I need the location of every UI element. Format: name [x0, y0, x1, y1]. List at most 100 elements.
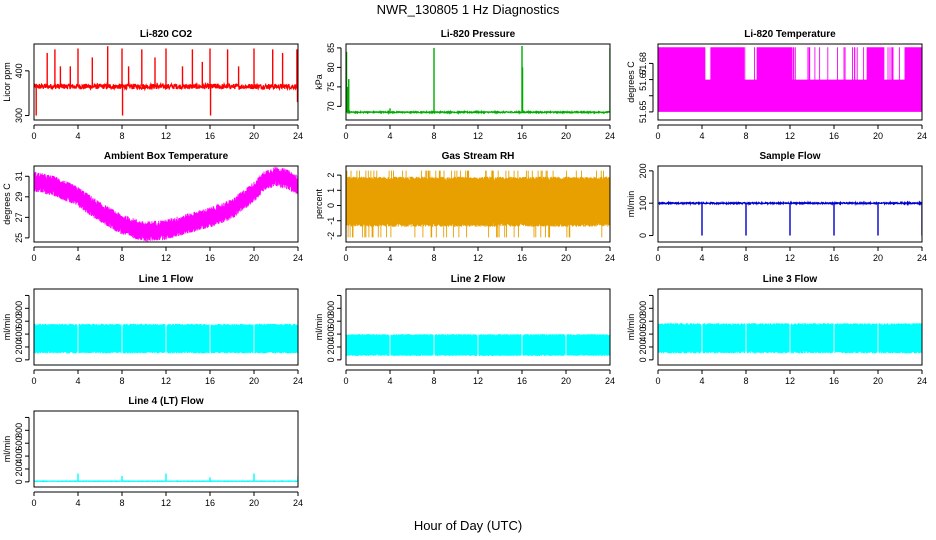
- y-tick-label: 80: [326, 62, 336, 72]
- y-tick-label: 31: [14, 171, 24, 181]
- y-axis-label: ml/min: [314, 314, 324, 341]
- y-tick-label: 70: [326, 101, 336, 111]
- x-tick-label: 16: [205, 253, 215, 263]
- y-tick-label: 200: [14, 339, 24, 354]
- x-tick-label: 24: [605, 376, 615, 386]
- y-tick-label: 400: [14, 327, 24, 342]
- x-tick-label: 20: [249, 498, 259, 508]
- plot-frame: [657, 43, 923, 121]
- x-tick-label: 4: [75, 498, 80, 508]
- x-tick-label: 20: [249, 253, 259, 263]
- x-tick-label: 4: [75, 131, 80, 141]
- y-tick-label: 600: [326, 314, 336, 329]
- x-tick-label: 24: [293, 253, 303, 263]
- x-tick-label: 8: [743, 131, 748, 141]
- series-marks: [346, 334, 610, 356]
- x-tick-label: 24: [917, 253, 927, 263]
- chart-panel-line-4-lt-flow: Line 4 (LT) Flow ml/min 0 4 8 12 16 20 24 0 200400…: [2, 396, 303, 508]
- y-tick-label: 51.65: [638, 101, 648, 124]
- x-tick-label: 12: [161, 131, 171, 141]
- x-tick-label: 8: [431, 253, 436, 263]
- chart-title: Li-820 CO2: [140, 29, 193, 40]
- y-tick-label: 0: [14, 479, 24, 484]
- y-tick-label: 0: [14, 357, 24, 362]
- y-tick-label: 2: [326, 173, 336, 178]
- series-line: [346, 109, 610, 115]
- x-tick-label: 16: [829, 376, 839, 386]
- x-tick-label: 4: [387, 131, 392, 141]
- series-band: [34, 323, 298, 354]
- x-tick-label: 16: [829, 253, 839, 263]
- y-tick-label: 800: [638, 301, 648, 316]
- y-tick-label: -2: [326, 232, 336, 240]
- x-tick-label: 4: [699, 131, 704, 141]
- x-tick-label: 20: [249, 376, 259, 386]
- x-tick-label: 24: [605, 253, 615, 263]
- series-marks: [658, 47, 922, 112]
- plot-frame: [33, 288, 299, 366]
- chart-panel-li820-co2: Li-820 CO2 Licor ppm 0 4 8 12 16 20 24 300 400: [2, 29, 303, 141]
- y-tick-label: 600: [14, 436, 24, 451]
- y-tick-label: 0: [326, 357, 336, 362]
- y-tick-label: 800: [326, 301, 336, 316]
- chart-panel-line-1-flow: Line 1 Flow ml/min 0 4 8 12 16 20 24 0 20040060080…: [2, 274, 303, 386]
- x-tick-label: 16: [517, 376, 527, 386]
- series-marks: [658, 323, 922, 354]
- plot-frame: [33, 410, 299, 488]
- x-tick-label: 0: [343, 131, 348, 141]
- x-tick-label: 8: [743, 253, 748, 263]
- x-tick-label: 8: [119, 131, 124, 141]
- plot-frame: [657, 288, 923, 366]
- x-tick-label: 4: [75, 376, 80, 386]
- x-tick-label: 12: [785, 131, 795, 141]
- chart-panel-ambient-box-temperature: Ambient Box Temperature degrees C 0 4 8 12 16 2…: [2, 151, 303, 263]
- y-tick-label: 1: [326, 188, 336, 193]
- x-tick-label: 0: [31, 376, 36, 386]
- x-tick-label: 0: [31, 498, 36, 508]
- y-tick-label: 200: [14, 461, 24, 476]
- x-tick-label: 4: [699, 376, 704, 386]
- y-tick-label: 200: [638, 163, 648, 178]
- y-tick-label: 0: [638, 233, 648, 238]
- x-tick-label: 20: [561, 376, 571, 386]
- series-band: [346, 334, 610, 356]
- y-axis-label: Licor ppm: [2, 62, 12, 102]
- chart-title: Li-820 Temperature: [744, 29, 836, 40]
- x-tick-label: 20: [873, 253, 883, 263]
- x-tick-label: 20: [561, 131, 571, 141]
- chart-panel-li820-temperature: Li-820 Temperature degrees C 0 4 8 12 16 20 24 51…: [626, 29, 927, 141]
- series-marks: [346, 170, 610, 238]
- y-axis-label: percent: [314, 188, 324, 219]
- y-tick-label: 400: [326, 327, 336, 342]
- x-tick-label: 0: [343, 253, 348, 263]
- x-tick-label: 12: [161, 253, 171, 263]
- y-tick-label: 27: [14, 212, 24, 222]
- x-tick-label: 24: [293, 498, 303, 508]
- series-marks: [658, 200, 922, 236]
- x-tick-label: 16: [829, 131, 839, 141]
- x-tick-label: 24: [917, 131, 927, 141]
- x-tick-label: 12: [473, 376, 483, 386]
- chart-title: Line 4 (LT) Flow: [128, 396, 204, 407]
- y-tick-label: 200: [638, 339, 648, 354]
- y-axis-label: kPa: [314, 74, 324, 90]
- x-tick-label: 24: [293, 131, 303, 141]
- chart-title: Gas Stream RH: [442, 151, 515, 162]
- series-band: [346, 170, 610, 238]
- chart-title: Line 2 Flow: [451, 274, 506, 285]
- series-marks: [34, 473, 298, 483]
- chart-panel-line-3-flow: Line 3 Flow ml/min 0 4 8 12 16 20 24 0 20040060080…: [626, 274, 927, 386]
- x-tick-label: 8: [431, 376, 436, 386]
- y-axis-label: degrees C: [626, 61, 636, 103]
- x-tick-label: 24: [293, 376, 303, 386]
- y-tick-label: -1: [326, 217, 336, 225]
- x-tick-label: 0: [655, 131, 660, 141]
- series-marks: [34, 323, 298, 354]
- x-tick-label: 4: [699, 253, 704, 263]
- y-tick-label: 600: [638, 314, 648, 329]
- x-tick-label: 20: [561, 253, 571, 263]
- x-tick-label: 24: [917, 376, 927, 386]
- x-tick-label: 12: [785, 253, 795, 263]
- x-tick-label: 0: [655, 253, 660, 263]
